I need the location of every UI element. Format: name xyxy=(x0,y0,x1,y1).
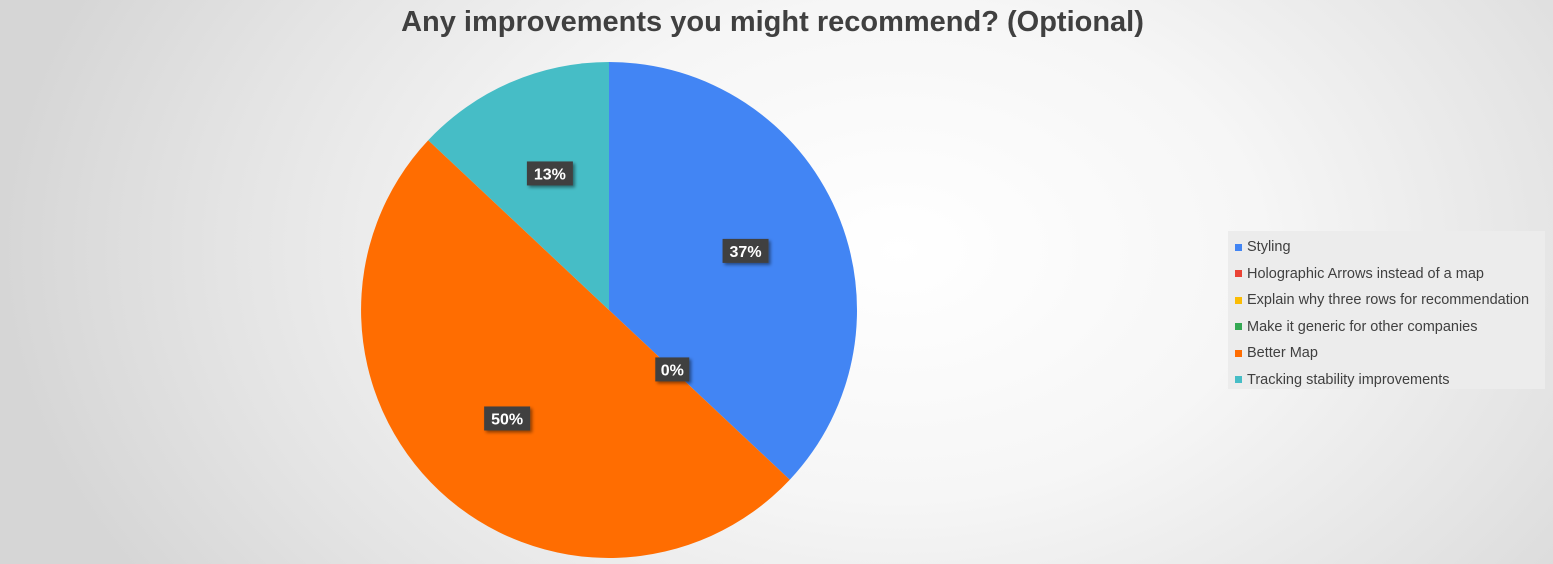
legend-swatch xyxy=(1235,270,1242,278)
legend-item-3: Make it generic for other companies xyxy=(1228,314,1545,341)
data-label-5: 13% xyxy=(526,161,573,186)
svg-text:0%: 0% xyxy=(661,362,684,379)
legend-item-4: Better Map xyxy=(1228,340,1545,367)
legend-label: Better Map xyxy=(1247,345,1318,362)
svg-text:13%: 13% xyxy=(534,166,566,183)
legend-item-0: Styling xyxy=(1228,234,1545,261)
data-label-3: 0% xyxy=(655,357,690,382)
legend-swatch xyxy=(1235,376,1242,384)
legend-swatch xyxy=(1235,323,1242,331)
legend-item-2: Explain why three rows for recommendatio… xyxy=(1228,287,1545,314)
legend-label: Explain why three rows for recommendatio… xyxy=(1247,292,1530,309)
pie-slice-4 xyxy=(361,140,790,558)
legend-label: Styling xyxy=(1247,239,1291,256)
chart-title: Any improvements you might recommend? (O… xyxy=(401,6,1144,38)
pie-slice-5 xyxy=(428,62,609,310)
legend-swatch xyxy=(1235,349,1242,357)
legend-label: Tracking stability improvements xyxy=(1247,371,1450,388)
legend-swatch xyxy=(1235,243,1242,251)
legend-item-5: Tracking stability improvements xyxy=(1228,367,1545,394)
svg-text:37%: 37% xyxy=(730,244,762,261)
chart-legend: Styling Holographic Arrows instead of a m… xyxy=(1228,231,1545,389)
data-label-4: 50% xyxy=(484,406,531,431)
pie-slice-0 xyxy=(609,62,857,480)
legend-label: Holographic Arrows instead of a map xyxy=(1247,265,1484,282)
legend-item-1: Holographic Arrows instead of a map xyxy=(1228,261,1545,288)
legend-label: Make it generic for other companies xyxy=(1247,318,1478,335)
legend-swatch xyxy=(1235,296,1242,304)
svg-text:50%: 50% xyxy=(491,411,523,428)
data-label-0: 37% xyxy=(722,238,769,263)
